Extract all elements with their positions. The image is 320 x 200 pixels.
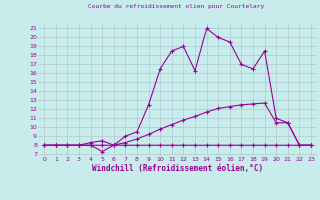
Text: Courbe du refroidissement olien pour Courtelary: Courbe du refroidissement olien pour Cou… [88,4,264,9]
X-axis label: Windchill (Refroidissement éolien,°C): Windchill (Refroidissement éolien,°C) [92,164,263,173]
